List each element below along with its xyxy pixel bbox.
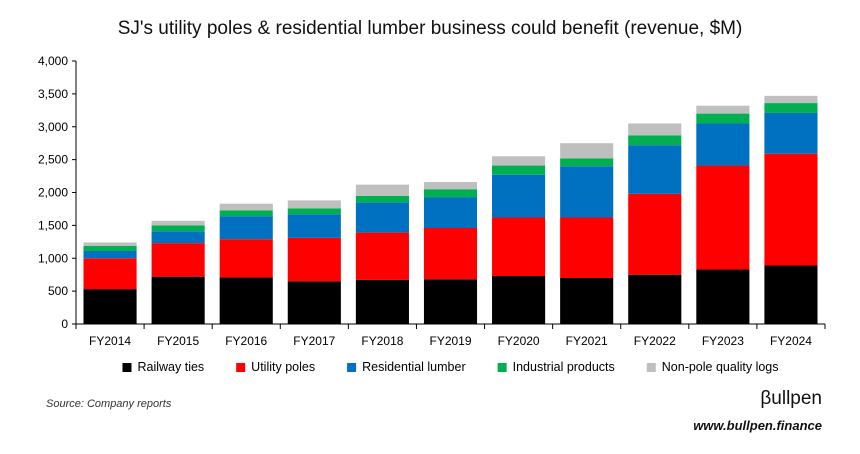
- bar-utility-poles-fy2016: [219, 239, 273, 278]
- bar-non-pole-quality-logs-fy2019: [423, 181, 478, 190]
- y-tick-label: 500: [48, 284, 68, 298]
- x-tick-label: FY2022: [634, 334, 676, 348]
- y-tick-label: 1,500: [38, 218, 68, 232]
- bar-industrial-products-fy2018: [355, 195, 409, 203]
- bar-non-pole-quality-logs-fy2024: [764, 95, 818, 104]
- legend-swatch: [122, 363, 132, 372]
- bar-residential-lumber-fy2021: [560, 166, 614, 218]
- bar-railway-ties-fy2017: [287, 281, 341, 324]
- x-tick-label: FY2014: [89, 334, 131, 348]
- bar-residential-lumber-fy2015: [151, 231, 205, 244]
- legend-label: Utility poles: [251, 360, 315, 374]
- bar-non-pole-quality-logs-fy2018: [355, 184, 409, 196]
- brand-logo: βullpen: [760, 388, 822, 409]
- legend-swatch: [347, 363, 357, 372]
- y-tick-label: 1,000: [38, 251, 68, 265]
- bar-residential-lumber-fy2014: [83, 251, 137, 259]
- bar-non-pole-quality-logs-fy2022: [628, 123, 682, 136]
- bar-residential-lumber-fy2022: [628, 145, 682, 194]
- bar-non-pole-quality-logs-fy2023: [696, 105, 750, 114]
- y-tick-label: 2,000: [38, 186, 68, 200]
- legend-swatch: [236, 363, 246, 372]
- bar-industrial-products-fy2019: [423, 189, 478, 198]
- bar-industrial-products-fy2024: [764, 103, 818, 113]
- bar-non-pole-quality-logs-fy2020: [492, 156, 546, 166]
- legend-swatch: [497, 363, 507, 372]
- bar-industrial-products-fy2023: [696, 113, 750, 124]
- x-tick-label: FY2020: [498, 334, 540, 348]
- bar-industrial-products-fy2021: [560, 158, 614, 167]
- bar-railway-ties-fy2023: [696, 269, 750, 324]
- bar-railway-ties-fy2021: [560, 277, 614, 324]
- bar-industrial-products-fy2016: [219, 210, 273, 217]
- bar-utility-poles-fy2022: [628, 193, 682, 275]
- bar-utility-poles-fy2024: [764, 153, 818, 266]
- x-tick-label: FY2017: [293, 334, 335, 348]
- x-tick-label: FY2018: [361, 334, 403, 348]
- bar-railway-ties-fy2022: [628, 274, 682, 324]
- y-tick-label: 3,500: [38, 87, 68, 101]
- legend-label: Railway ties: [137, 360, 204, 374]
- legend-label: Residential lumber: [362, 360, 466, 374]
- x-tick-label: FY2016: [225, 334, 267, 348]
- bar-non-pole-quality-logs-fy2021: [560, 143, 614, 159]
- legend-label: Non-pole quality logs: [662, 360, 779, 374]
- bar-utility-poles-fy2018: [355, 232, 409, 280]
- bar-utility-poles-fy2015: [151, 243, 205, 277]
- bar-industrial-products-fy2017: [287, 208, 341, 215]
- x-tick-label: FY2015: [157, 334, 199, 348]
- bar-non-pole-quality-logs-fy2015: [151, 220, 205, 226]
- bar-railway-ties-fy2020: [492, 276, 546, 324]
- bar-railway-ties-fy2018: [355, 279, 409, 324]
- bar-utility-poles-fy2019: [423, 228, 478, 280]
- bar-utility-poles-fy2021: [560, 217, 614, 278]
- x-tick-label: FY2021: [566, 334, 608, 348]
- bar-railway-ties-fy2015: [151, 276, 205, 324]
- bar-non-pole-quality-logs-fy2017: [287, 200, 341, 209]
- bar-industrial-products-fy2015: [151, 225, 205, 232]
- bar-residential-lumber-fy2020: [492, 174, 546, 218]
- bar-residential-lumber-fy2016: [219, 216, 273, 240]
- bar-railway-ties-fy2016: [219, 277, 273, 324]
- legend-label: Industrial products: [513, 360, 615, 374]
- bar-industrial-products-fy2014: [83, 245, 137, 252]
- bar-utility-poles-fy2020: [492, 217, 546, 277]
- y-tick-label: 3,000: [38, 120, 68, 134]
- bar-residential-lumber-fy2023: [696, 123, 750, 166]
- y-tick-label: 0: [61, 317, 68, 331]
- y-tick-label: 4,000: [38, 54, 68, 68]
- legend-swatch: [646, 363, 656, 372]
- source-note: Source: Company reports: [46, 398, 172, 410]
- bar-railway-ties-fy2014: [83, 289, 137, 324]
- bar-non-pole-quality-logs-fy2016: [219, 203, 273, 211]
- bar-railway-ties-fy2024: [764, 265, 818, 324]
- bar-residential-lumber-fy2017: [287, 214, 341, 238]
- x-tick-label: FY2019: [429, 334, 471, 348]
- bar-industrial-products-fy2020: [492, 165, 546, 175]
- y-tick-label: 2,500: [38, 153, 68, 167]
- bar-industrial-products-fy2022: [628, 135, 682, 146]
- x-tick-label: FY2023: [702, 334, 744, 348]
- chart-title: SJ's utility poles & residential lumber …: [117, 18, 743, 39]
- bar-residential-lumber-fy2024: [764, 112, 818, 154]
- bar-railway-ties-fy2019: [423, 279, 478, 324]
- bar-utility-poles-fy2023: [696, 165, 750, 270]
- bar-utility-poles-fy2014: [83, 258, 137, 290]
- brand-url: www.bullpen.finance: [693, 418, 822, 433]
- bar-non-pole-quality-logs-fy2014: [83, 242, 137, 246]
- x-tick-label: FY2024: [770, 334, 812, 348]
- bar-residential-lumber-fy2019: [423, 197, 478, 229]
- bar-residential-lumber-fy2018: [355, 202, 409, 233]
- bar-utility-poles-fy2017: [287, 237, 341, 282]
